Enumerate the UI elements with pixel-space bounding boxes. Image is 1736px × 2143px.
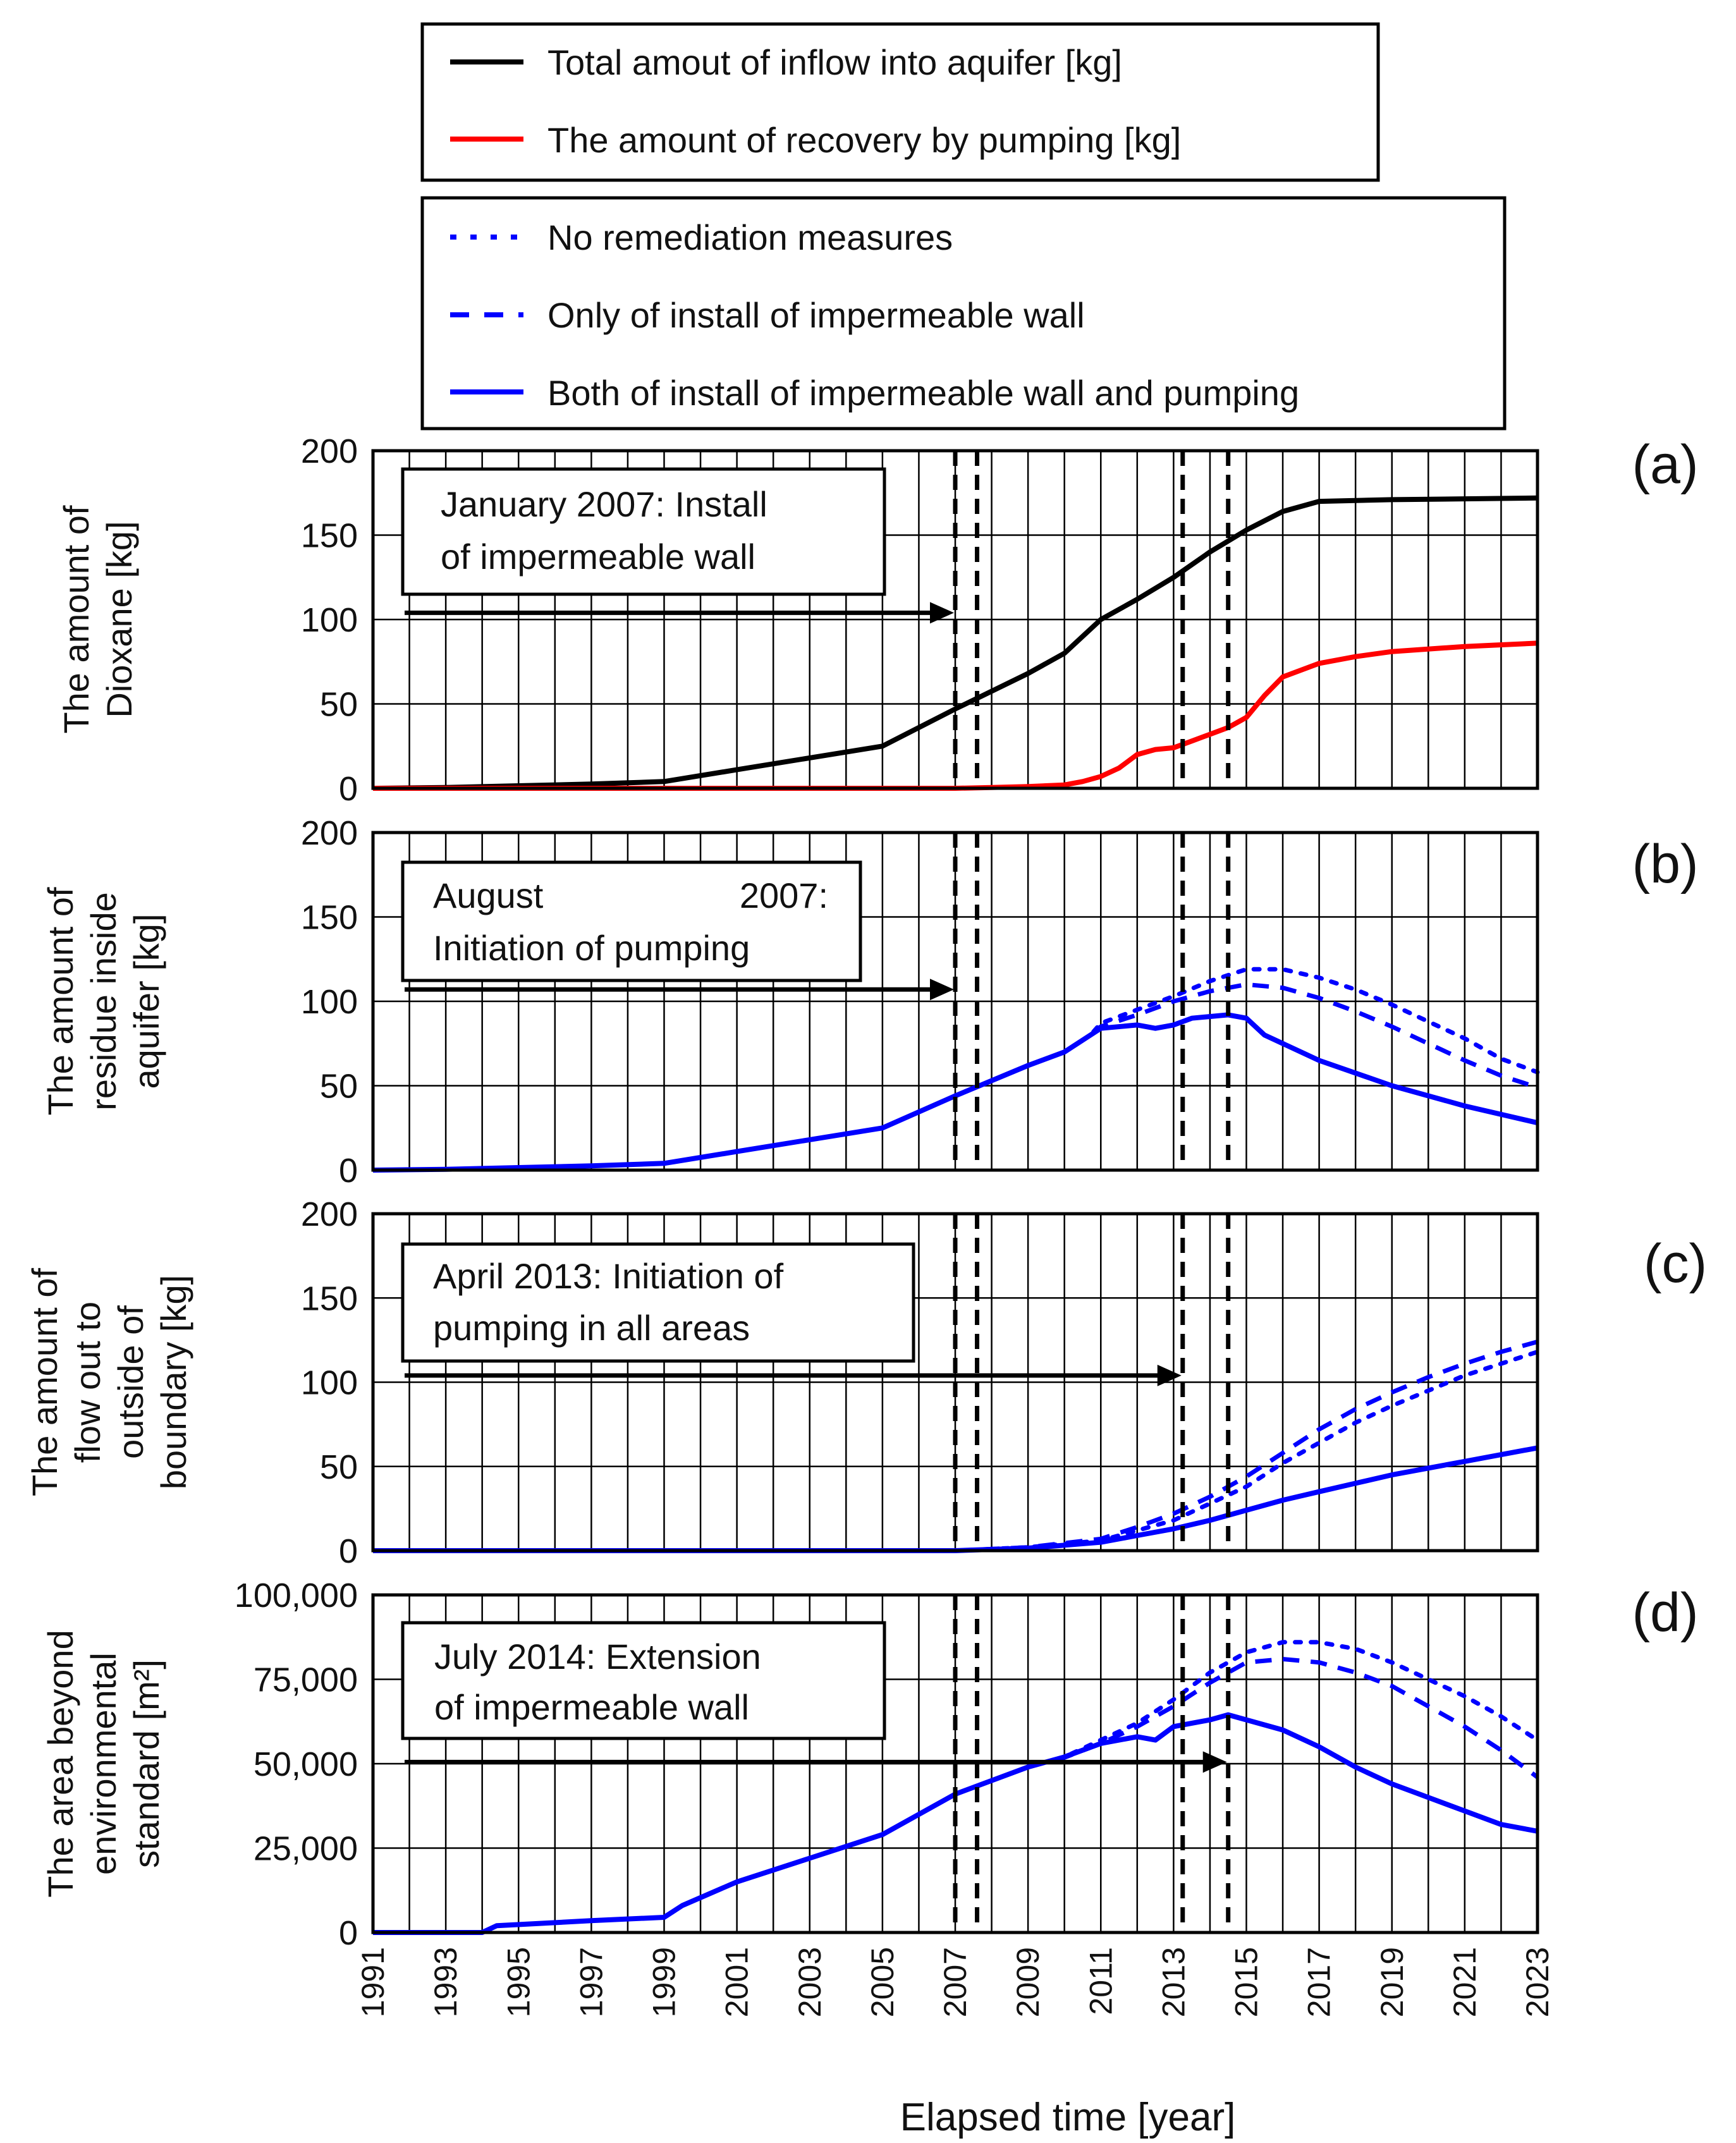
x-tick-label: 1999 bbox=[647, 1947, 682, 2017]
plot-frame-c bbox=[371, 1212, 1539, 1553]
series-line-a-solid bbox=[372, 495, 1538, 791]
x-tick-label: 2007 bbox=[938, 1947, 973, 2017]
panel-c: 0 50 100 150 200 The amount of flow out to outs… bbox=[25, 1195, 1707, 1570]
panel-label-d: (d) bbox=[1632, 1582, 1698, 1643]
y-axis-title-a: The amount of bbox=[56, 505, 96, 734]
legend-label-total-inflow: Total amout of inflow into aquifer [kg] bbox=[547, 42, 1122, 82]
y-axis-title-c: boundary [kg] bbox=[154, 1275, 193, 1489]
y-tick-label-b: 100 bbox=[301, 983, 358, 1021]
legend-label-no-remediation: No remediation measures bbox=[547, 217, 953, 257]
y-tick-label-a: 100 bbox=[301, 601, 358, 639]
x-tick-label: 1991 bbox=[355, 1947, 391, 2017]
y-tick-label-b: 200 bbox=[301, 814, 358, 852]
x-tick-label: 2015 bbox=[1229, 1947, 1264, 2017]
x-tick-label: 2019 bbox=[1374, 1947, 1410, 2017]
y-tick-label-b: 0 bbox=[339, 1152, 358, 1190]
series-line-b-dotted bbox=[1091, 967, 1540, 1075]
legend-box-primary: Total amout of inflow into aquifer [kg] … bbox=[420, 22, 1380, 182]
x-tick-label: 2021 bbox=[1447, 1947, 1482, 2017]
x-tick-label: 2009 bbox=[1010, 1947, 1046, 2017]
annotation-text-c: April 2013: Initiation of bbox=[433, 1256, 784, 1296]
x-tick-label: 2011 bbox=[1083, 1947, 1118, 2015]
annotation-text-b: 2007: bbox=[740, 876, 828, 915]
annotation-text-a: of impermeable wall bbox=[441, 537, 755, 577]
panel-a: 0 50 100 150 200 The amount of Dioxane [kg] Ja… bbox=[56, 432, 1699, 808]
annotation-arrow-head-a bbox=[930, 602, 954, 624]
y-tick-label-a: 0 bbox=[339, 770, 358, 808]
x-tick-labels: 1991 1993 1995 1997 1999 2001 2003 2005 2007 2009… bbox=[355, 1947, 1555, 2017]
y-axis-title-d: standard [m²] bbox=[126, 1659, 166, 1868]
y-tick-label-d: 25,000 bbox=[254, 1830, 358, 1868]
x-tick-label: 2023 bbox=[1520, 1947, 1555, 2017]
x-tick-label: 2013 bbox=[1156, 1947, 1191, 2017]
panel-d: 0 25,000 50,000 75,000 100,000 The area beyon… bbox=[40, 1577, 1699, 1952]
x-tick-label: 2005 bbox=[865, 1947, 900, 2017]
y-axis-title-d: The area beyond bbox=[40, 1630, 80, 1897]
y-axis-title-a: Dioxane [kg] bbox=[99, 521, 139, 717]
y-axis-title-c: The amount of bbox=[25, 1268, 64, 1497]
annotation-text-b: Initiation of pumping bbox=[433, 928, 750, 968]
y-tick-label-a: 200 bbox=[301, 432, 358, 470]
legend-label-wall-only: Only of install of impermeable wall bbox=[547, 295, 1085, 335]
y-axis-title-d: environmental bbox=[83, 1652, 123, 1875]
panel-label-c: (c) bbox=[1644, 1233, 1707, 1294]
annotation-text-d: of impermeable wall bbox=[434, 1687, 749, 1727]
annotation-arrow-head-d bbox=[1202, 1751, 1227, 1773]
y-tick-label-a: 50 bbox=[320, 686, 358, 724]
annotation-arrow-head-c bbox=[1157, 1364, 1182, 1386]
panel-label-b: (b) bbox=[1632, 834, 1698, 894]
legend-label-wall-and-pumping: Both of install of impermeable wall and … bbox=[547, 373, 1299, 413]
y-tick-label-d: 0 bbox=[339, 1914, 358, 1952]
annotation-box-b bbox=[401, 860, 862, 982]
y-tick-label-c: 50 bbox=[320, 1448, 358, 1486]
series-line-c-dotted bbox=[953, 1350, 1540, 1553]
legend-label-recovery: The amount of recovery by pumping [kg] bbox=[547, 120, 1181, 160]
series-line-c-solid bbox=[373, 1445, 1538, 1553]
annotation-text-d: July 2014: Extension bbox=[434, 1637, 761, 1676]
panel-label-a: (a) bbox=[1632, 434, 1698, 495]
annotation-text-c: pumping in all areas bbox=[433, 1308, 750, 1348]
y-tick-label-c: 150 bbox=[301, 1279, 358, 1317]
x-tick-label: 2017 bbox=[1302, 1947, 1337, 2017]
y-tick-label-c: 0 bbox=[339, 1532, 358, 1570]
y-tick-label-c: 100 bbox=[301, 1364, 358, 1402]
y-axis-title-b: The amount of bbox=[40, 887, 80, 1116]
plot-frame-d bbox=[371, 1593, 1539, 1934]
x-axis-title: Elapsed time [year] bbox=[900, 2096, 1236, 2139]
plot-frame-a bbox=[371, 449, 1539, 790]
x-tick-label: 1993 bbox=[428, 1947, 463, 2017]
x-tick-label: 2001 bbox=[719, 1947, 755, 2017]
series-line-d-dotted bbox=[1054, 1640, 1540, 1763]
x-tick-label: 2003 bbox=[792, 1947, 828, 2017]
series-line-d-dashed bbox=[1056, 1657, 1539, 1780]
panel-b: 0 50 100 150 200 The amount of residue inside a… bbox=[40, 814, 1699, 1190]
y-tick-label-c: 200 bbox=[301, 1195, 358, 1233]
y-axis-title-b: aquifer [kg] bbox=[126, 913, 166, 1089]
y-tick-label-d: 50,000 bbox=[254, 1745, 358, 1783]
y-tick-label-d: 100,000 bbox=[235, 1577, 358, 1615]
series-line-d-solid bbox=[373, 1712, 1538, 1935]
annotation-box-a bbox=[401, 467, 886, 596]
y-tick-label-b: 150 bbox=[301, 899, 358, 937]
x-tick-label: 1995 bbox=[501, 1947, 536, 2017]
y-tick-label-d: 75,000 bbox=[254, 1661, 358, 1699]
series-line-b-dashed bbox=[1092, 982, 1539, 1090]
series-line-b-solid bbox=[372, 1012, 1538, 1173]
annotation-arrow-head-b bbox=[930, 979, 954, 1001]
y-axis-title-c: flow out to bbox=[68, 1302, 107, 1463]
plot-frame-b bbox=[371, 831, 1539, 1172]
x-tick-label: 1997 bbox=[573, 1947, 609, 2017]
series-line-c-dashed bbox=[955, 1340, 1538, 1553]
y-tick-label-a: 150 bbox=[301, 517, 358, 555]
annotation-box-c bbox=[401, 1242, 915, 1363]
y-axis-title-c: outside of bbox=[111, 1305, 150, 1459]
y-axis-title-b: residue inside bbox=[83, 892, 123, 1111]
annotation-text-b: August bbox=[433, 876, 544, 915]
annotation-text-a: January 2007: Install bbox=[441, 484, 767, 524]
annotation-box-d bbox=[401, 1621, 886, 1740]
legend-box-scenarios: No remediation measures Only of install … bbox=[420, 196, 1507, 430]
y-tick-label-b: 50 bbox=[320, 1068, 358, 1106]
